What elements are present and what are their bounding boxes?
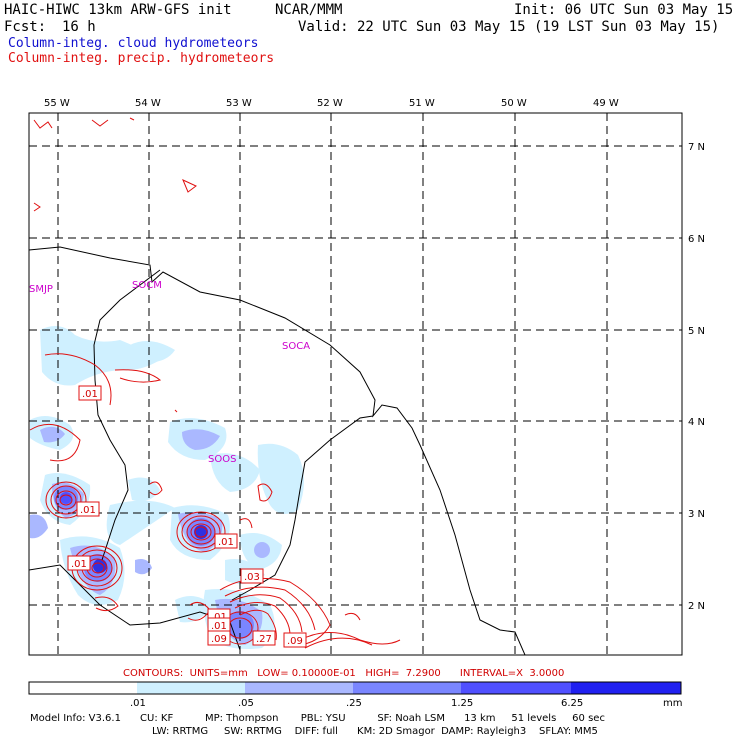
colorbar-tick: 1.25 [451, 698, 473, 709]
colorbar-bin [137, 682, 245, 694]
svg-text:.09: .09 [287, 636, 303, 647]
colorbar-bin [461, 682, 571, 694]
contour-label: .03 [240, 568, 264, 584]
svg-text:.01: .01 [82, 389, 98, 400]
contour-label: .01 [67, 555, 91, 571]
colorbar-bin [353, 682, 461, 694]
svg-text:51 W: 51 W [409, 98, 435, 109]
svg-text:.27: .27 [256, 634, 272, 645]
svg-text:.01: .01 [218, 537, 234, 548]
contour-label: .09 [207, 630, 231, 646]
contour-label: .01 [76, 501, 100, 517]
colorbar-tick: .25 [346, 698, 362, 709]
svg-text:4 N: 4 N [688, 417, 705, 428]
field-cloud-label: Column-integ. cloud hydrometeors [8, 36, 259, 51]
svg-text:54 W: 54 W [135, 98, 161, 109]
station-soos: SOOS [208, 454, 236, 465]
lat-lon-grid [29, 113, 682, 655]
colorbar-bin [245, 682, 353, 694]
svg-text:.01: .01 [71, 559, 87, 570]
colorbar: .01 .05 .25 1.25 6.25 mm [28, 681, 682, 709]
model-info-line1: Model Info: V3.6.1 CU: KF MP: Thompson P… [30, 713, 605, 724]
contour-label: .01 [207, 617, 231, 633]
forecast-hour: 16 h [62, 19, 96, 35]
contour-label: .09 [283, 632, 307, 648]
colorbar-tick: .01 [130, 698, 146, 709]
station-soca: SOCA [282, 341, 310, 352]
svg-text:55 W: 55 W [44, 98, 70, 109]
svg-text:.03: .03 [244, 572, 260, 583]
svg-text:.01: .01 [211, 621, 227, 632]
colorbar-bin [571, 682, 681, 694]
colorbar-tick: 6.25 [561, 698, 583, 709]
map-frame [28, 112, 683, 656]
contour-label: .01 [78, 385, 102, 401]
station-labels: SMJP SOCM SOCA SOOS [29, 280, 310, 465]
colorbar-tick: .05 [238, 698, 254, 709]
colorbar-units: mm [663, 698, 682, 709]
station-socm: SOCM [132, 280, 162, 291]
colorbar-bin [29, 682, 137, 694]
svg-text:52 W: 52 W [317, 98, 343, 109]
contour-value-labels: .01 .01 .01 .01 .01 .03 .01 .09 .27 .09 [67, 385, 307, 648]
contour-label: .01 [214, 533, 238, 549]
latitude-labels: 7 N 6 N 5 N 4 N 3 N 2 N [688, 142, 705, 612]
svg-text:.09: .09 [211, 634, 227, 645]
svg-text:5 N: 5 N [688, 326, 705, 337]
contour-label: .27 [252, 630, 276, 646]
station-smjp: SMJP [29, 284, 53, 295]
model-title: HAIC-HIWC 13km ARW-GFS init [4, 2, 232, 18]
svg-text:2 N: 2 N [688, 601, 705, 612]
contours-info: CONTOURS: UNITS=mm LOW= 0.10000E-01 HIGH… [123, 668, 564, 679]
svg-text:6 N: 6 N [688, 234, 705, 245]
init-time: Init: 06 UTC Sun 03 May 15 [514, 2, 734, 18]
map-background [29, 113, 682, 655]
longitude-labels: 55 W 54 W 53 W 52 W 51 W 50 W 49 W [44, 98, 619, 109]
svg-text:53 W: 53 W [226, 98, 252, 109]
cloud-shading [30, 326, 304, 649]
field-precip-label: Column-integ. precip. hydrometeors [8, 51, 275, 66]
model-info-line2: LW: RRTMG SW: RRTMG DIFF: full KM: 2D Sm… [152, 726, 598, 737]
svg-text:7 N: 7 N [688, 142, 705, 153]
svg-text:50 W: 50 W [501, 98, 527, 109]
valid-time: Valid: 22 UTC Sun 03 May 15 (19 LST Sun … [298, 19, 720, 35]
svg-text:49 W: 49 W [593, 98, 619, 109]
svg-text:.01: .01 [80, 505, 96, 516]
forecast-label: Fcst: [4, 19, 47, 35]
org-label: NCAR/MMM [275, 2, 343, 18]
svg-text:3 N: 3 N [688, 509, 705, 520]
